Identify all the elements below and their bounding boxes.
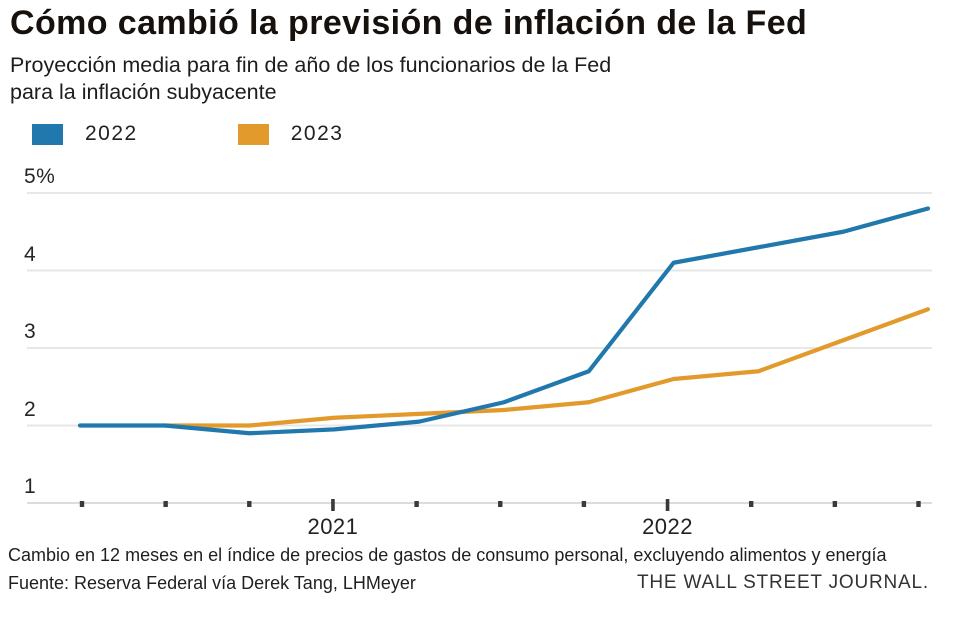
chart-footnote: Cambio en 12 meses en el índice de preci…: [8, 545, 887, 565]
legend-label-2023: 2023: [290, 122, 344, 145]
chart-subtitle-line2: para la inflación subyacente: [10, 80, 277, 104]
wsj-credit: THE WALL STREET JOURNAL.: [637, 572, 929, 593]
tick-mark: [163, 501, 168, 507]
tick-mark: [414, 501, 419, 507]
x-axis-label-2022: 2022: [642, 514, 694, 539]
series-line-2022: [77, 206, 931, 436]
tick-mark: [749, 501, 754, 507]
y-axis-label-4: 4: [24, 242, 37, 266]
source-line: Fuente: Reserva Federal vía Derek Tang, …: [8, 573, 416, 593]
page-title: Cómo cambió la previsión de inflación de…: [10, 4, 808, 42]
tick-mark: [581, 501, 587, 507]
tick-mark: [79, 501, 85, 507]
year-tick-mark: [665, 499, 670, 511]
y-axis-label-5pct: 5%: [24, 165, 56, 188]
legend-item-2023: 2023: [237, 122, 344, 146]
series-line-2023: [162, 307, 931, 428]
legend-item-2022: 2022: [32, 122, 138, 146]
y-axis-label-3: 3: [24, 320, 37, 343]
tick-mark: [247, 501, 252, 507]
year-tick-mark: [331, 499, 335, 511]
tick-mark: [498, 501, 503, 507]
legend-label-2022: 2022: [85, 122, 138, 145]
legend: 2022 2023: [32, 122, 443, 146]
x-axis-label-2021: 2021: [307, 514, 359, 539]
tick-mark: [916, 501, 921, 507]
tick-mark: [832, 501, 838, 507]
legend-swatch-2022-icon: [32, 123, 63, 145]
chart-subtitle-line1: Proyección media para fin de año de los …: [10, 53, 612, 77]
y-axis-label-1: 1: [24, 475, 37, 498]
legend-swatch-2023-icon: [237, 123, 269, 145]
chart-subtitle: Proyección media para fin de año de los …: [10, 52, 870, 106]
y-axis-label-2: 2: [24, 397, 37, 421]
